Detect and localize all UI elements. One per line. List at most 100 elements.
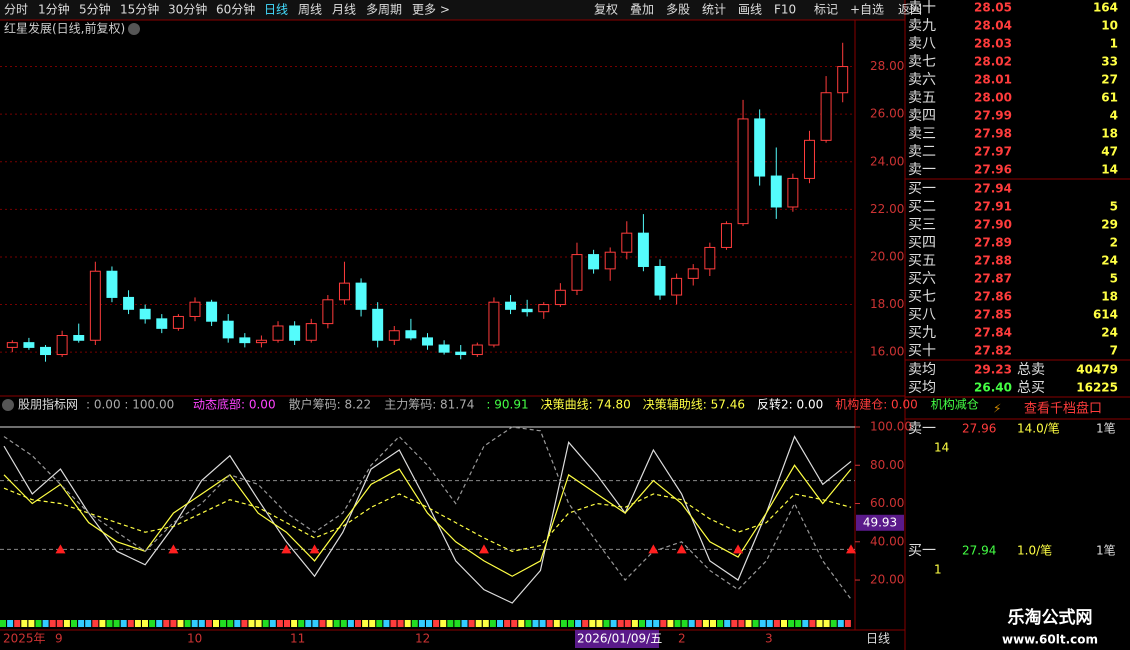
status-cell	[362, 620, 369, 627]
y-tick-label: 22.00	[870, 202, 904, 216]
candle-body	[488, 301, 500, 346]
ob-price: 28.00	[974, 91, 1012, 105]
indicator-legend: 动态底部: 0.00	[193, 397, 276, 412]
period-tab[interactable]: 周线	[298, 3, 322, 17]
signal-triangle	[478, 544, 489, 554]
ob-volume: 5	[1110, 200, 1118, 214]
signal-triangle	[281, 544, 292, 554]
candle-body	[538, 304, 550, 313]
candle-body	[787, 177, 799, 208]
ob-volume: 1	[1110, 37, 1118, 51]
ob-price: 27.87	[974, 272, 1012, 286]
period-tab[interactable]: 60分钟	[216, 2, 255, 17]
status-cell	[7, 620, 14, 627]
status-cell	[0, 620, 6, 627]
candle-body	[172, 315, 184, 329]
status-cell	[14, 620, 21, 627]
ob-price: 27.89	[974, 236, 1012, 250]
ob-volume: 164	[1093, 1, 1118, 15]
period-label: 日线	[866, 632, 890, 646]
menu-icon[interactable]	[128, 23, 140, 35]
period-tab[interactable]: 1分钟	[38, 2, 70, 17]
button-icon: ⚡	[993, 402, 1001, 416]
tool-button[interactable]: 标记	[814, 3, 838, 17]
ob-label: 卖八	[908, 36, 936, 52]
signal-triangle	[676, 544, 687, 554]
tool-button[interactable]: 返回	[898, 3, 922, 17]
candle-body	[289, 325, 301, 341]
candle-body	[737, 118, 749, 225]
status-cell	[589, 620, 596, 627]
status-cell	[610, 620, 617, 627]
tool-button[interactable]: +自选	[850, 3, 884, 17]
candle-body	[73, 335, 85, 341]
status-cell	[333, 620, 340, 627]
status-cell	[759, 620, 766, 627]
tool-button[interactable]: F10	[774, 3, 796, 17]
ob-volume: 27	[1101, 73, 1118, 87]
candle-body	[671, 277, 683, 296]
date-label: 2026/01/09/五	[577, 632, 662, 646]
period-tab[interactable]: 30分钟	[168, 2, 207, 17]
ob-volume: 33	[1101, 55, 1118, 69]
watermark-title: 乐淘公式网	[1008, 607, 1093, 628]
detail-price: 27.96	[962, 422, 996, 436]
ob-price: 27.90	[974, 218, 1012, 232]
candle-body	[106, 270, 118, 298]
period-tab[interactable]: 月线	[332, 3, 356, 17]
period-tab[interactable]: 15分钟	[120, 2, 159, 17]
status-cell	[653, 620, 660, 627]
status-cell	[525, 620, 532, 627]
detail-avg: 14.0/笔	[1017, 421, 1060, 436]
period-tab[interactable]: 分时	[4, 3, 28, 17]
candle-body	[704, 246, 716, 270]
indicator-title: 股朋指标网	[18, 397, 78, 412]
status-cell	[113, 620, 120, 627]
period-tab[interactable]: 日线	[264, 3, 288, 17]
candle-body	[40, 346, 52, 356]
tool-button[interactable]: 复权	[594, 3, 618, 17]
tool-button[interactable]: 画线	[738, 3, 762, 17]
indicator-legend: 决策辅助线: 57.46	[643, 398, 745, 412]
summary-label: 总卖	[1017, 362, 1045, 378]
menu-icon[interactable]	[2, 399, 14, 411]
ob-price: 27.82	[974, 344, 1012, 358]
status-cell	[830, 620, 837, 627]
tool-button[interactable]: 多股	[666, 3, 690, 17]
date-label: 2	[678, 632, 686, 646]
tool-button[interactable]: 统计	[702, 3, 726, 17]
status-cell	[170, 620, 177, 627]
status-cell	[497, 620, 503, 627]
detail-count: 1笔	[1096, 543, 1116, 558]
candle-body	[372, 308, 384, 341]
status-cell	[248, 620, 255, 627]
status-cell	[298, 620, 305, 627]
status-cell	[660, 620, 667, 627]
tool-button[interactable]: 叠加	[630, 3, 654, 17]
period-tab[interactable]: 5分钟	[79, 2, 111, 17]
signal-triangle	[55, 544, 66, 554]
status-cell	[731, 620, 738, 627]
indicator-line	[3, 487, 852, 552]
ob-volume: 18	[1101, 290, 1118, 304]
period-tab[interactable]: 多周期	[366, 3, 402, 17]
status-cell	[546, 620, 553, 627]
status-cell	[745, 620, 752, 627]
status-cell	[404, 620, 411, 627]
status-cell	[205, 620, 212, 627]
status-cell	[468, 620, 475, 627]
ob-volume: 29	[1101, 218, 1118, 232]
depth-button[interactable]: 查看千档盘口	[1024, 401, 1102, 417]
status-cell	[781, 620, 787, 627]
period-tab[interactable]: 更多 >	[412, 3, 450, 17]
y-tick-label: 20.00	[870, 249, 904, 263]
candle-body	[139, 308, 151, 320]
candle-body	[455, 351, 467, 356]
status-cell	[269, 620, 276, 627]
watermark-bg	[970, 605, 1130, 650]
status-cell	[674, 620, 681, 627]
date-label: 2025年	[3, 632, 46, 646]
ob-label: 卖七	[908, 54, 936, 70]
candle-body	[588, 254, 600, 270]
candle-body	[621, 232, 633, 253]
